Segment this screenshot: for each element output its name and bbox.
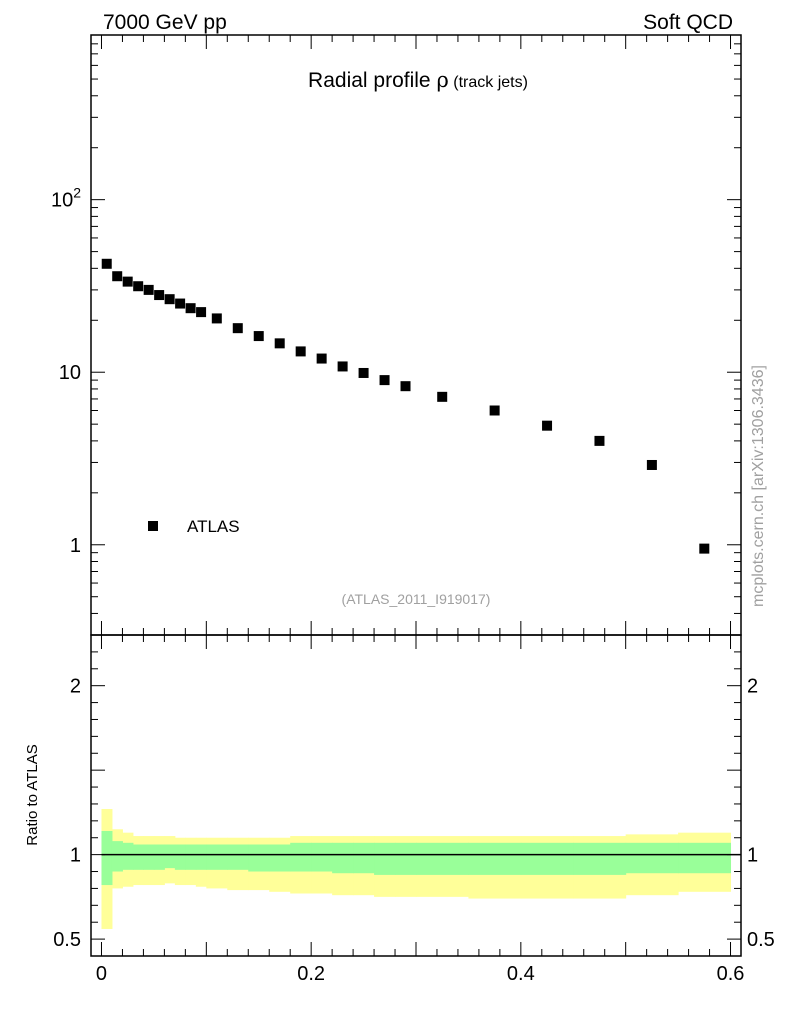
inner-band-bin [416,842,469,875]
ratio-ylabel: Ratio to ATLAS [24,744,41,845]
data-point [295,346,306,357]
analysis-label: (ATLAS_2011_I919017) [342,591,491,607]
inner-band-bin [101,830,113,886]
inner-band-bin [269,844,291,872]
inner-band-bin [678,842,732,874]
inner-band-bin [374,842,396,875]
inner-band-bin [332,842,354,874]
ratio-y-tick-label: 2 [70,676,81,698]
x-tick-label: 0.2 [297,963,325,985]
inner-band-bin [573,842,627,875]
inner-band-bin [206,844,228,870]
inner-band-bin [132,844,144,870]
ratio-y-tick-label: 1 [70,845,81,867]
inner-band-bin [185,844,197,870]
data-point [594,435,605,446]
data-point [274,338,285,349]
data-point [542,420,553,431]
ratio-y-tick-label-right: 2 [747,676,758,698]
data-point [489,405,500,416]
inner-band-bin [520,842,574,875]
data-point [133,281,144,292]
data-point [379,375,390,386]
inner-band-bin [625,842,679,874]
plot-title-main: Radial profile [308,69,436,92]
ratio-axes: 0.5 0.5 1 1 2 2 0 0.2 0.4 0.6 [53,634,775,985]
data-point [143,284,154,295]
inner-band-bin [111,841,123,872]
y-tick-label-base: 10 [51,190,73,212]
x-tick-label: 0 [96,963,107,985]
inner-band-bin [174,844,186,870]
ratio-bands [101,809,741,929]
atlas-data-points [101,258,710,554]
inner-band-bin [290,842,312,872]
y-tick-label: 102 [51,185,81,212]
inner-band-bin [311,842,333,872]
legend-marker [148,521,158,531]
ratio-frame [90,634,742,957]
data-point [358,367,369,378]
y-tick-label-exp: 2 [73,185,81,201]
ratio-y-tick-label-right: 1 [747,845,758,867]
data-point [196,307,207,318]
side-label: mcplots.cern.ch [arXiv:1306.3436] [750,365,767,607]
inner-band-bin [143,844,155,870]
y-tick-label: 1 [70,535,81,557]
inner-band-bin [122,842,134,870]
data-point [112,271,123,282]
plot-title: Radial profile ρ (track jets) [308,68,528,92]
plot-title-symbol: ρ [436,68,448,92]
inner-band-bin [395,842,417,875]
ratio-y-tick-label: 0.5 [53,929,81,951]
data-point [699,543,710,554]
inner-band-bin [227,844,249,870]
legend-label: ATLAS [187,517,240,536]
x-tick-label: 0.6 [717,963,745,985]
data-point [211,313,222,324]
data-point [316,353,327,364]
header-right: Soft QCD [643,11,733,34]
plot-title-sub: (track jets) [449,74,528,91]
data-point [337,361,348,372]
data-point [437,391,448,402]
ratio-y-tick-label-right: 0.5 [747,929,775,951]
header-left: 7000 GeV pp [103,11,227,34]
main-frame [90,34,742,636]
y-tick-label: 10 [59,362,81,384]
data-point [253,331,264,342]
data-point [400,381,411,392]
data-point [122,276,133,287]
data-point [646,459,657,470]
inner-band-bin [248,844,270,872]
x-tick-label: 0.4 [507,963,535,985]
inner-band-bin [353,842,375,874]
data-point [154,290,165,301]
data-point [232,323,243,334]
data-point [101,258,112,269]
inner-band-bin [153,844,165,870]
inner-band-bin [195,844,207,870]
inner-band-bin [164,844,176,869]
inner-band-bin [468,842,522,875]
data-point [164,294,175,305]
data-point [185,303,196,314]
data-point [175,298,186,309]
